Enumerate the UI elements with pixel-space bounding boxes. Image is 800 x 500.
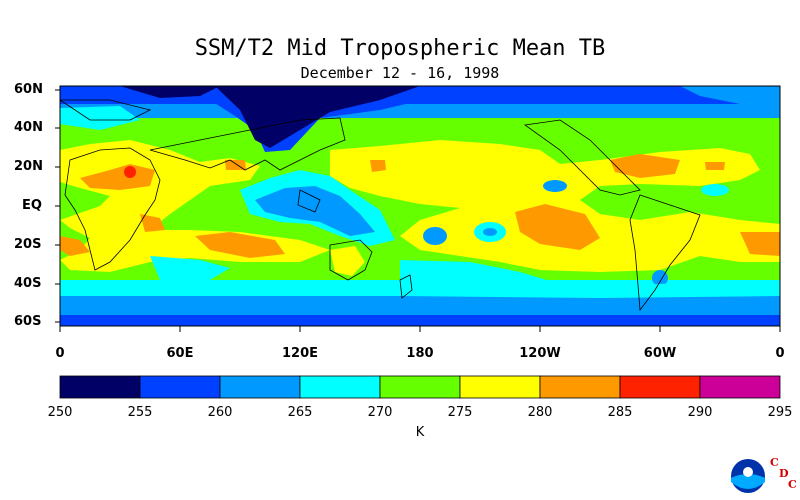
colorbar-swatch [459, 375, 541, 399]
lon-label-120e: 120E [281, 346, 319, 361]
lat-label-60n: 60N [14, 82, 43, 97]
colorbar-tick: 250 [47, 405, 73, 420]
colorbar-tick: 270 [367, 405, 393, 420]
colorbar-swatch [59, 375, 141, 399]
lon-label-0: 0 [55, 346, 65, 361]
lat-label-40n: 40N [14, 120, 43, 135]
colorbar-tick: 275 [447, 405, 473, 420]
colorbar-swatch [619, 375, 701, 399]
cdc-letter: C [770, 456, 779, 469]
lat-label-60s: 60S [14, 314, 42, 329]
noaa-logo-icon [731, 459, 765, 493]
colorbar-tick: 280 [527, 405, 553, 420]
colorbar-unit: K [415, 425, 425, 440]
colorbar-tick: 295 [767, 405, 793, 420]
lat-label-eq: EQ [22, 198, 42, 213]
colorbar-swatch [699, 375, 781, 399]
cdc-letter: C [788, 478, 797, 491]
colorbar-swatch [299, 375, 381, 399]
colorbar-tick: 255 [127, 405, 153, 420]
lat-label-40s: 40S [14, 276, 42, 291]
lon-label-0-east: 0 [775, 346, 785, 361]
colorbar-tick: 260 [207, 405, 233, 420]
cdc-letter: D [779, 467, 789, 480]
colorbar-swatch [539, 375, 621, 399]
colorbar-tick: 285 [607, 405, 633, 420]
lat-label-20n: 20N [14, 159, 43, 174]
lat-label-20s: 20S [14, 237, 42, 252]
lon-label-180: 180 [406, 346, 434, 361]
map-subtitle: December 12 - 16, 1998 [300, 64, 500, 82]
colorbar-swatch [219, 375, 301, 399]
colorbar-tick: 265 [287, 405, 313, 420]
map-field [60, 86, 780, 326]
colorbar-tick: 290 [687, 405, 713, 420]
map-title: SSM/T2 Mid Tropospheric Mean TB [194, 36, 606, 61]
lon-label-60w: 60W [643, 346, 677, 361]
colorbar-swatch [139, 375, 221, 399]
colorbar [59, 375, 781, 399]
colorbar-swatch [379, 375, 461, 399]
lon-label-60e: 60E [166, 346, 194, 361]
lon-label-120w: 120W [519, 346, 561, 361]
